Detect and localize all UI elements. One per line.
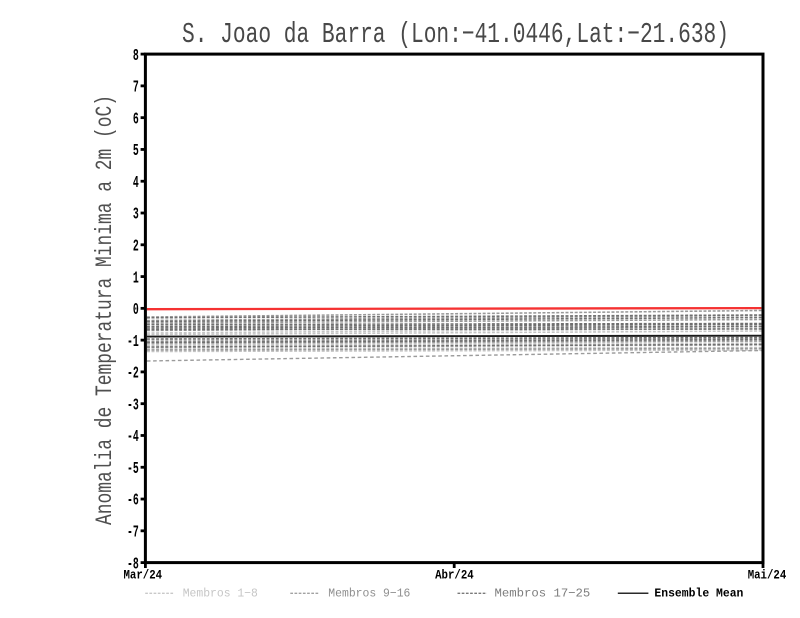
svg-text:4: 4 bbox=[133, 175, 139, 193]
svg-text:6: 6 bbox=[133, 111, 139, 129]
svg-text:Ensemble Mean: Ensemble Mean bbox=[654, 587, 743, 601]
svg-text:-6: -6 bbox=[127, 493, 139, 511]
svg-text:Abr/24: Abr/24 bbox=[435, 568, 474, 582]
svg-text:Membros 17−25: Membros 17−25 bbox=[495, 587, 591, 601]
svg-text:Mai/24: Mai/24 bbox=[748, 568, 787, 582]
svg-text:5: 5 bbox=[133, 143, 139, 161]
svg-text:-8: -8 bbox=[127, 556, 139, 574]
svg-text:0: 0 bbox=[133, 302, 139, 320]
svg-text:-1: -1 bbox=[127, 334, 139, 352]
svg-text:7: 7 bbox=[133, 79, 139, 97]
svg-text:Membros 1−8: Membros 1−8 bbox=[183, 587, 258, 601]
svg-text:Membros 9−16: Membros 9−16 bbox=[328, 587, 410, 601]
svg-text:-2: -2 bbox=[127, 365, 139, 383]
svg-text:S. Joao da Barra (Lon:−41.0446: S. Joao da Barra (Lon:−41.0446,Lat:−21.6… bbox=[182, 18, 729, 51]
svg-text:-3: -3 bbox=[127, 397, 139, 415]
svg-text:Anomalia de Temperatura Minima: Anomalia de Temperatura Minima a 2m (oC) bbox=[92, 95, 118, 525]
svg-text:-7: -7 bbox=[127, 524, 139, 542]
svg-text:-4: -4 bbox=[127, 429, 139, 447]
svg-text:2: 2 bbox=[133, 238, 139, 256]
svg-text:8: 8 bbox=[133, 48, 139, 66]
svg-text:Mar/24: Mar/24 bbox=[124, 568, 163, 582]
svg-text:-5: -5 bbox=[127, 461, 139, 479]
svg-text:1: 1 bbox=[133, 270, 139, 288]
svg-text:3: 3 bbox=[133, 207, 139, 225]
